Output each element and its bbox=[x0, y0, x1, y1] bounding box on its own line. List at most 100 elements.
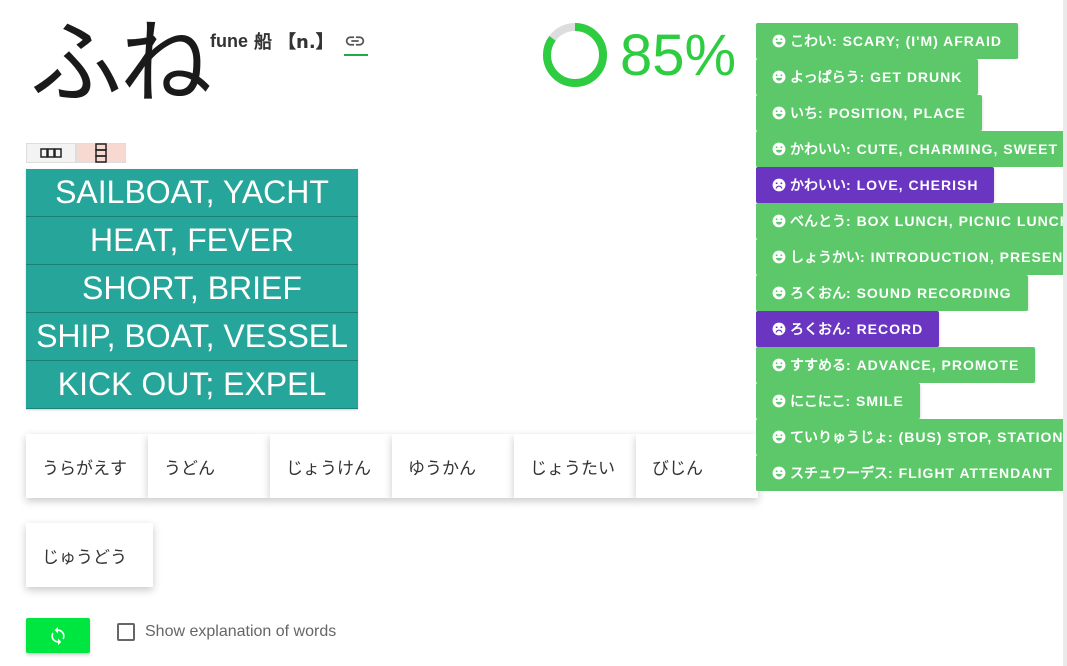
history-chip[interactable]: べんとう: BOX LUNCH, PICNIC LUNCH bbox=[756, 203, 1063, 239]
link-icon[interactable] bbox=[343, 30, 368, 56]
answer-option[interactable]: HEAT, FEVER bbox=[26, 217, 358, 265]
history-meaning: SCARY; (I'M) AFRAID bbox=[842, 33, 1003, 49]
smile-icon bbox=[772, 106, 786, 120]
smile-icon bbox=[772, 358, 786, 372]
history-separator: : bbox=[846, 141, 857, 157]
history-chip[interactable]: ろくおん: RECORD bbox=[756, 311, 940, 347]
progress-indicator: 85% bbox=[540, 20, 736, 90]
history-kana: べんとう bbox=[790, 213, 846, 229]
history-chip[interactable]: かわいい: LOVE, CHERISH bbox=[756, 167, 995, 203]
answer-list: SAILBOAT, YACHT HEAT, FEVER SHORT, BRIEF… bbox=[26, 169, 358, 409]
history-row: ろくおん: RECORD bbox=[756, 311, 1063, 347]
history-kana: いち bbox=[790, 105, 818, 121]
kana-option-card[interactable]: びじん bbox=[636, 434, 758, 498]
history-chip[interactable]: いち: POSITION, PLACE bbox=[756, 95, 982, 131]
kana-option-card[interactable]: じょうけん bbox=[270, 434, 392, 498]
history-row: かわいい: LOVE, CHERISH bbox=[756, 167, 1063, 203]
history-row: こわい: SCARY; (I'M) AFRAID bbox=[756, 23, 1063, 59]
kana-option-card[interactable]: じゅうどう bbox=[26, 523, 153, 587]
progress-percent: 85% bbox=[620, 22, 737, 88]
history-meaning: INTRODUCTION, PRESENTATION bbox=[870, 249, 1063, 265]
history-chip[interactable]: スチュワーデス: FLIGHT ATTENDANT bbox=[756, 455, 1063, 491]
smile-icon bbox=[772, 430, 786, 444]
smile-icon bbox=[772, 394, 786, 408]
word-part-of-speech: 【n.】 bbox=[278, 32, 334, 53]
word-kana: ふね bbox=[30, 10, 212, 117]
history-meaning: GET DRUNK bbox=[870, 69, 963, 85]
history-kana: すすめる bbox=[790, 357, 846, 373]
history-row: かわいい: CUTE, CHARMING, SWEET bbox=[756, 131, 1063, 167]
answer-option[interactable]: KICK OUT; EXPEL bbox=[26, 361, 358, 409]
history-row: べんとう: BOX LUNCH, PICNIC LUNCH bbox=[756, 203, 1063, 239]
history-kana: にこにこ bbox=[790, 393, 846, 409]
history-row: にこにこ: SMILE bbox=[756, 383, 1063, 419]
history-row: すすめる: ADVANCE, PROMOTE bbox=[756, 347, 1063, 383]
explanation-checkbox[interactable] bbox=[117, 623, 135, 641]
history-separator: : bbox=[846, 321, 857, 337]
view-toggle bbox=[26, 143, 126, 163]
history-meaning: (BUS) STOP, STATION bbox=[898, 429, 1063, 445]
smile-icon bbox=[772, 34, 786, 48]
history-chip[interactable]: かわいい: CUTE, CHARMING, SWEET bbox=[756, 131, 1063, 167]
history-separator: : bbox=[888, 465, 899, 481]
history-meaning: BOX LUNCH, PICNIC LUNCH bbox=[856, 213, 1063, 229]
answer-option[interactable]: SHIP, BOAT, VESSEL bbox=[26, 313, 358, 361]
history-kana: スチュワーデス bbox=[790, 465, 888, 481]
answer-option[interactable]: SHORT, BRIEF bbox=[26, 265, 358, 313]
smile-icon bbox=[772, 466, 786, 480]
history-meaning: LOVE, CHERISH bbox=[856, 177, 979, 193]
sad-icon bbox=[772, 178, 786, 192]
history-separator: : bbox=[888, 429, 899, 445]
word-kanji: 船 bbox=[254, 32, 272, 53]
history-chip[interactable]: しょうかい: INTRODUCTION, PRESENTATION bbox=[756, 239, 1063, 275]
answer-option[interactable]: SAILBOAT, YACHT bbox=[26, 169, 358, 217]
history-separator: : bbox=[846, 285, 857, 301]
kana-option-row: うらがえす うどん じょうけん ゆうかん じょうたい びじん bbox=[26, 434, 758, 498]
smile-icon bbox=[772, 70, 786, 84]
history-separator: : bbox=[832, 33, 843, 49]
history-separator: : bbox=[846, 357, 857, 373]
grid-view-button[interactable] bbox=[26, 143, 76, 163]
history-kana: よっぱらう bbox=[790, 69, 860, 85]
history-meaning: CUTE, CHARMING, SWEET bbox=[856, 141, 1059, 157]
list-view-button[interactable] bbox=[76, 143, 126, 163]
scrollbar[interactable] bbox=[1063, 0, 1067, 666]
history-row: スチュワーデス: FLIGHT ATTENDANT bbox=[756, 455, 1063, 491]
history-separator: : bbox=[846, 213, 857, 229]
history-chip[interactable]: こわい: SCARY; (I'M) AFRAID bbox=[756, 23, 1019, 59]
smile-icon bbox=[772, 142, 786, 156]
history-chip[interactable]: ろくおん: SOUND RECORDING bbox=[756, 275, 1028, 311]
smile-icon bbox=[772, 286, 786, 300]
history-meaning: POSITION, PLACE bbox=[828, 105, 966, 121]
history-separator: : bbox=[860, 249, 871, 265]
history-chip[interactable]: にこにこ: SMILE bbox=[756, 383, 920, 419]
word-info: fune 船 【n.】 bbox=[210, 28, 368, 56]
history-kana: しょうかい bbox=[790, 249, 860, 265]
history-chip[interactable]: すすめる: ADVANCE, PROMOTE bbox=[756, 347, 1036, 383]
answer-history: こわい: SCARY; (I'M) AFRAID よっぱらう: GET DRUNK… bbox=[756, 23, 1063, 491]
history-kana: ろくおん bbox=[790, 285, 846, 301]
refresh-button[interactable] bbox=[26, 618, 90, 653]
progress-ring bbox=[543, 23, 607, 87]
history-meaning: RECORD bbox=[856, 321, 924, 337]
history-meaning: ADVANCE, PROMOTE bbox=[856, 357, 1020, 373]
kana-option-card[interactable]: じょうたい bbox=[514, 434, 636, 498]
word-romaji: fune bbox=[210, 30, 248, 51]
history-separator: : bbox=[846, 177, 857, 193]
history-chip[interactable]: ていりゅうじょ: (BUS) STOP, STATION bbox=[756, 419, 1063, 455]
list-icon bbox=[95, 143, 107, 163]
smile-icon bbox=[772, 250, 786, 264]
history-row: いち: POSITION, PLACE bbox=[756, 95, 1063, 131]
kana-option-card[interactable]: うどん bbox=[148, 434, 270, 498]
kana-option-card[interactable]: ゆうかん bbox=[392, 434, 514, 498]
explanation-label: Show explanation of words bbox=[145, 623, 337, 640]
history-chip[interactable]: よっぱらう: GET DRUNK bbox=[756, 59, 979, 95]
history-meaning: SMILE bbox=[856, 393, 904, 409]
history-kana: ていりゅうじょ bbox=[790, 429, 888, 445]
history-row: ていりゅうじょ: (BUS) STOP, STATION bbox=[756, 419, 1063, 455]
explanation-toggle[interactable]: Show explanation of words bbox=[117, 623, 336, 641]
history-kana: かわいい bbox=[790, 177, 846, 193]
refresh-icon bbox=[51, 626, 65, 645]
kana-option-card[interactable]: うらがえす bbox=[26, 434, 148, 498]
grid-icon bbox=[40, 148, 62, 158]
